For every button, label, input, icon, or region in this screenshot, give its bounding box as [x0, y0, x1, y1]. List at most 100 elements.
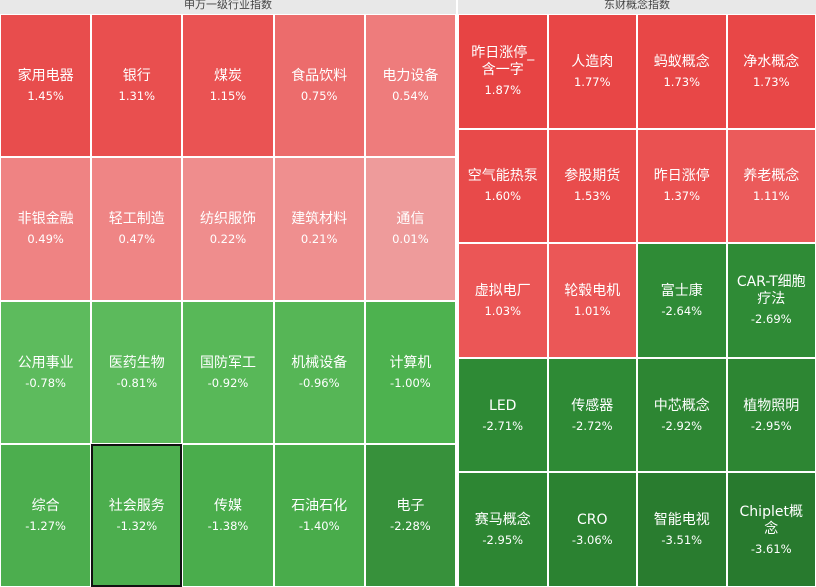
heatmap-cell[interactable]: 煤炭 1.15%	[182, 14, 274, 158]
cell-name: 食品饮料	[291, 68, 348, 85]
cell-change: -1.00%	[390, 375, 431, 390]
heatmap-cell[interactable]: 通信 0.01%	[364, 157, 456, 301]
cell-name: 传媒	[213, 497, 242, 514]
cell-change: 1.31%	[118, 89, 156, 104]
heatmap-cell[interactable]: 养老概念 1.11%	[726, 128, 816, 244]
cell-change: 1.11%	[752, 189, 790, 204]
cell-name: 计算机	[389, 354, 432, 371]
cell-change: 1.60%	[484, 189, 522, 204]
heatmap-cell[interactable]: 国防军工 -0.92%	[182, 300, 274, 444]
heatmap-cell[interactable]: 食品饮料 0.75%	[273, 14, 365, 158]
cell-change: -2.69%	[750, 312, 792, 327]
heatmap-cell[interactable]: CAR-T细胞疗法 -2.69%	[726, 243, 816, 358]
cell-change: -2.95%	[482, 533, 524, 548]
cell-change: -3.51%	[661, 533, 703, 548]
cell-change: 0.49%	[27, 232, 64, 247]
cell-name: 参股期货	[564, 168, 621, 185]
heatmap-cell[interactable]: 昨日涨停 1.37%	[637, 128, 727, 244]
cell-name: 公用事业	[17, 354, 74, 371]
cell-name: 赛马概念	[474, 512, 531, 529]
heatmap-cell[interactable]: 虚拟电厂 1.03%	[458, 243, 548, 358]
heatmap-cell[interactable]: 公用事业 -0.78%	[0, 300, 92, 444]
cell-change: 1.01%	[573, 303, 611, 318]
cell-name: 通信	[396, 211, 425, 228]
cell-name: 银行	[122, 68, 151, 85]
cell-change: 1.03%	[484, 303, 522, 318]
cell-change: 1.15%	[209, 89, 247, 104]
heatmap-cell[interactable]: 中芯概念 -2.92%	[637, 357, 727, 473]
cell-change: -1.40%	[298, 518, 340, 533]
left-panel: 申万一级行业指数 家用电器 1.45% 银行 1.31% 煤炭 1.15% 食品饮料 0.75…	[0, 0, 456, 587]
cell-name: CAR-T细胞疗法	[736, 274, 806, 308]
cell-name: 建筑材料	[291, 211, 348, 228]
heatmap-cell[interactable]: 建筑材料 0.21%	[273, 157, 365, 301]
heatmap-cell[interactable]: 纺织服饰 0.22%	[182, 157, 274, 301]
heatmap-cell[interactable]: 电子 -2.28%	[364, 443, 456, 587]
heatmap-cell[interactable]: 银行 1.31%	[91, 14, 183, 158]
cell-name: 机械设备	[291, 354, 348, 371]
heatmap-cell[interactable]: CRO -3.06%	[547, 472, 637, 587]
cell-change: -1.27%	[25, 518, 66, 533]
heatmap-cell[interactable]: 非银金融 0.49%	[0, 157, 92, 301]
cell-change: -0.81%	[116, 375, 158, 390]
cell-change: 1.73%	[663, 74, 701, 89]
heatmap-cell[interactable]: 富士康 -2.64%	[637, 243, 727, 358]
cell-change: 0.54%	[392, 89, 429, 104]
cell-change: 1.77%	[573, 74, 611, 89]
heatmap-cell[interactable]: 计算机 -1.00%	[364, 300, 456, 444]
cell-name: 石油石化	[291, 497, 348, 514]
heatmap-cell[interactable]: 机械设备 -0.96%	[273, 300, 365, 444]
heatmap-cell[interactable]: 智能电视 -3.51%	[637, 472, 727, 587]
cell-change: -1.38%	[207, 518, 249, 533]
cell-change: -2.72%	[571, 418, 613, 433]
cell-name: Chiplet概念	[739, 503, 803, 537]
cell-change: -2.64%	[661, 303, 703, 318]
cell-name: 轻工制造	[108, 211, 165, 228]
cell-name: 虚拟电厂	[474, 282, 531, 299]
cell-name: 人造肉	[571, 53, 614, 70]
heatmap-cell[interactable]: 轻工制造 0.47%	[91, 157, 183, 301]
heatmap-cell[interactable]: 植物照明 -2.95%	[726, 357, 816, 473]
heatmap-cell[interactable]: 传感器 -2.72%	[547, 357, 637, 473]
heatmap-cell[interactable]: 社会服务 -1.32%	[91, 443, 183, 587]
heatmap-cell[interactable]: 赛马概念 -2.95%	[458, 472, 548, 587]
cell-name: 富士康	[660, 282, 703, 299]
cell-change: -2.71%	[482, 418, 524, 433]
heatmap-cell[interactable]: 医药生物 -0.81%	[91, 300, 183, 444]
cell-change: 1.73%	[752, 74, 790, 89]
cell-change: -1.32%	[116, 518, 158, 533]
heatmap-cell[interactable]: 净水概念 1.73%	[726, 14, 816, 129]
heatmap-cell[interactable]: 电力设备 0.54%	[364, 14, 456, 158]
cell-name: 轮毂电机	[564, 282, 621, 299]
cell-name: 传感器	[571, 397, 614, 414]
cell-name: 电力设备	[382, 68, 439, 85]
cell-name: 家用电器	[17, 68, 74, 85]
cell-name: 蚂蚁概念	[653, 53, 710, 70]
heatmap-cell[interactable]: 参股期货 1.53%	[547, 128, 637, 244]
cell-change: -0.96%	[298, 375, 340, 390]
cell-change: -2.92%	[661, 418, 703, 433]
heatmap-cell[interactable]: 空气能热泵 1.60%	[458, 128, 548, 244]
cell-change: -2.28%	[390, 518, 431, 533]
cell-name: CRO	[576, 512, 608, 529]
cell-change: 0.21%	[300, 232, 338, 247]
panel-title: 东财概念指数	[604, 0, 670, 11]
cell-name: 昨日涨停	[653, 168, 710, 185]
cell-name: 智能电视	[653, 512, 710, 529]
cell-name: 空气能热泵	[467, 168, 538, 185]
heatmap-cell[interactable]: 石油石化 -1.40%	[273, 443, 365, 587]
heatmap-cell[interactable]: LED -2.71%	[458, 357, 548, 473]
heatmap-cell[interactable]: 综合 -1.27%	[0, 443, 92, 587]
heatmap-cell[interactable]: Chiplet概念 -3.61%	[726, 472, 816, 587]
heatmap-cell[interactable]: 家用电器 1.45%	[0, 14, 92, 158]
heatmap-cell[interactable]: 昨日涨停_含一字 1.87%	[458, 14, 548, 129]
cell-name: 非银金融	[17, 211, 74, 228]
cell-change: 0.22%	[209, 232, 247, 247]
heatmap-cell[interactable]: 传媒 -1.38%	[182, 443, 274, 587]
heatmap-cell[interactable]: 轮毂电机 1.01%	[547, 243, 637, 358]
right-panel: 东财概念指数 昨日涨停_含一字 1.87% 人造肉 1.77% 蚂蚁概念 1.73% 净水概…	[458, 0, 816, 587]
cell-name: 电子	[396, 497, 425, 514]
heatmap-cell[interactable]: 人造肉 1.77%	[547, 14, 637, 129]
heatmap-cell[interactable]: 蚂蚁概念 1.73%	[637, 14, 727, 129]
